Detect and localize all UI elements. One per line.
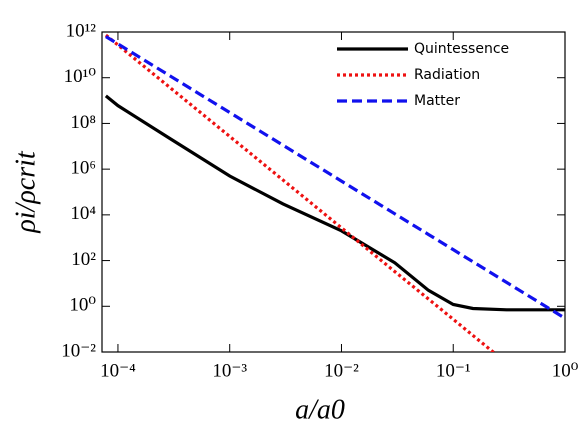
x-axis-label: a/a0 (295, 394, 345, 425)
y-tick-label: 10⁻² (61, 340, 96, 361)
y-tick-label: 10¹⁰ (64, 66, 97, 87)
y-tick-label: 10⁶ (70, 158, 96, 179)
y-tick-label: 10⁰ (69, 295, 96, 316)
y-tick-label: 10⁸ (70, 112, 96, 133)
legend-label: Radiation (414, 67, 480, 83)
y-axis-label: ρi/ρcrit (10, 150, 41, 234)
x-tick-label: 10⁻¹ (436, 360, 471, 381)
legend-label: Matter (414, 93, 460, 109)
y-tick-label: 10² (71, 249, 96, 270)
series-line (104, 33, 496, 352)
y-tick-label: 10⁴ (70, 203, 96, 224)
legend-label: Quintessence (414, 41, 509, 57)
y-tick-label: 10¹² (66, 20, 97, 41)
x-tick-label: 10⁰ (552, 360, 579, 381)
series-line (105, 35, 565, 320)
x-tick-label: 10⁻³ (212, 360, 247, 381)
x-tick-label: 10⁻² (324, 360, 359, 381)
plot-frame (101, 31, 566, 353)
series-line (104, 94, 565, 312)
x-tick-label: 10⁻⁴ (100, 360, 136, 381)
